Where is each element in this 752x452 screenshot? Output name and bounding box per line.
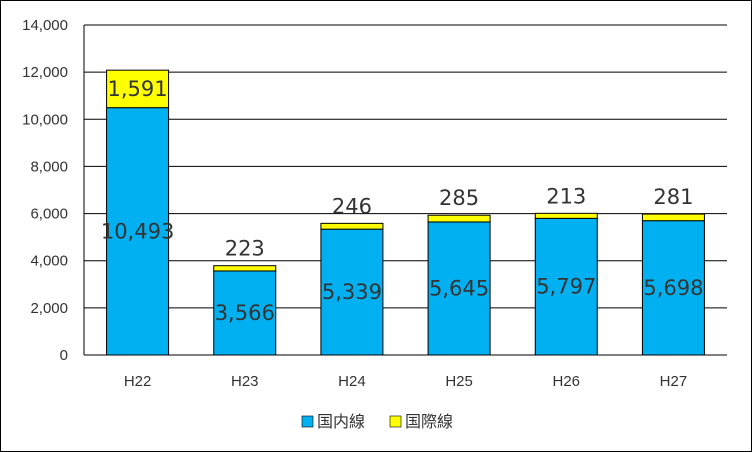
legend-label-international: 国際線: [405, 412, 453, 431]
x-tick-label: H27: [660, 373, 688, 390]
bar-international-h27: [641, 213, 705, 222]
y-tick-label: 8,000: [30, 158, 68, 175]
bar-international-h23: [213, 265, 277, 272]
y-axis-ticks: 0 2,000 4,000 6,000 8,000 10,000 12,000 14,000: [22, 17, 68, 364]
x-tick-label: H26: [552, 373, 580, 390]
y-tick-label: 6,000: [30, 206, 68, 223]
x-tick-label: H23: [231, 373, 259, 390]
data-label-international: 213: [546, 184, 586, 208]
legend-label-domestic: 国内線: [317, 412, 365, 431]
y-tick-label: 2,000: [30, 300, 68, 317]
data-label-domestic: 3,566: [215, 301, 275, 325]
bar-international-h25: [427, 214, 491, 223]
data-label-international: 285: [439, 186, 479, 210]
bar-domestic-h26: [534, 217, 598, 356]
bar-international-h22: [106, 69, 170, 109]
bar-domestic-h24: [320, 228, 384, 356]
bar-domestic-h23: [213, 270, 277, 356]
x-tick-label: H24: [338, 373, 366, 390]
x-tick-label: H25: [445, 373, 473, 390]
bar-domestic-h25: [427, 221, 491, 356]
y-tick-label: 4,000: [30, 253, 68, 270]
data-label-international: 246: [332, 194, 372, 218]
data-label-domestic: 10,493: [101, 219, 174, 243]
data-label-international: 1,591: [108, 77, 168, 101]
bar-domestic-h27: [641, 220, 705, 356]
y-tick-label: 14,000: [22, 17, 68, 34]
bars: [106, 69, 705, 356]
data-label-domestic: 5,339: [322, 280, 382, 304]
data-labels: 10,493 1,591 3,566 223 5,339 246 5,645 285 5,797…: [101, 77, 704, 325]
gridlines: [84, 24, 727, 309]
data-label-domestic: 5,645: [429, 276, 489, 300]
x-axis-ticks: H22 H23 H24 H25 H26 H27: [124, 373, 687, 390]
bar-international-h24: [320, 222, 384, 230]
y-tick-label: 12,000: [22, 64, 68, 81]
data-label-international: 281: [653, 185, 693, 209]
bar-international-h26: [534, 212, 598, 219]
legend-swatch-international: [389, 415, 402, 428]
data-label-international: 223: [225, 237, 265, 261]
legend: 国内線 国際線: [301, 412, 453, 431]
data-label-domestic: 5,797: [536, 275, 596, 299]
data-label-domestic: 5,698: [643, 276, 703, 300]
legend-swatch-domestic: [301, 415, 314, 428]
x-tick-label: H22: [124, 373, 152, 390]
y-tick-label: 0: [60, 347, 68, 364]
y-tick-label: 10,000: [22, 111, 68, 128]
